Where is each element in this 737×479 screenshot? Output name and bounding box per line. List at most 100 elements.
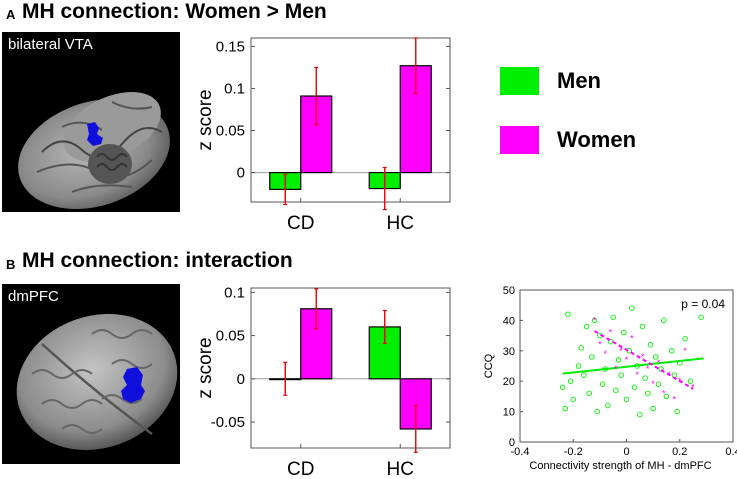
y-tick-label: 30 — [503, 346, 515, 358]
point-men — [613, 387, 619, 394]
fit-line-men — [562, 357, 704, 375]
brain-image-vta: bilateral VTA — [2, 32, 180, 212]
y-axis-label: z score — [195, 337, 216, 398]
point-men — [594, 408, 600, 415]
y-tick-label: 0 — [509, 437, 515, 449]
y-axis-label: z score — [195, 89, 216, 150]
point-men — [674, 408, 680, 415]
y-tick-label: 40 — [503, 315, 515, 327]
legend-label-men: Men — [557, 68, 601, 93]
point-women: * — [691, 382, 695, 392]
point-women: * — [641, 352, 645, 362]
bar-chart-a: 0 0.05 0.1 0.15 z score CD HC — [195, 37, 451, 234]
y-tick-label: 20 — [503, 376, 515, 388]
point-men — [581, 372, 587, 378]
x-tick-label: 0 — [623, 446, 629, 458]
point-men — [565, 311, 571, 318]
brain-dorsal-illustration — [16, 313, 178, 451]
point-women: * — [683, 346, 687, 356]
panel-b-title: MH connection: interaction — [22, 249, 293, 272]
point-men — [562, 405, 569, 412]
point-men — [645, 390, 651, 397]
roi-vta-mark — [87, 122, 103, 146]
point-men — [623, 396, 630, 403]
fit-line-women — [594, 330, 694, 390]
point-men — [639, 323, 646, 330]
legend-item-women: Women — [500, 126, 636, 154]
point-men — [578, 345, 584, 351]
point-men — [653, 354, 659, 360]
brain-image-dmpfc: dmPFC — [2, 284, 180, 464]
p-value-annotation: p = 0.04 — [681, 297, 725, 311]
point-men — [687, 378, 694, 384]
point-men — [669, 348, 675, 354]
point-men — [631, 384, 638, 391]
legend-swatch-women — [500, 126, 539, 154]
point-men — [661, 317, 667, 324]
x-tick-label: 0.4 — [725, 446, 737, 458]
point-men — [682, 335, 688, 342]
y-tick-label: 0.05 — [216, 328, 245, 345]
point-men — [567, 378, 574, 384]
point-women: * — [662, 388, 666, 398]
bar-chart-b: -0.05 0 0.05 0.1 z score CD HC — [195, 284, 451, 479]
point-women: * — [598, 340, 602, 350]
point-men — [698, 314, 704, 321]
point-women: * — [619, 346, 623, 356]
point-men — [629, 305, 635, 311]
point-women: * — [635, 370, 639, 380]
point-women: * — [603, 349, 607, 359]
brain-label-vta: bilateral VTA — [8, 36, 93, 53]
x-tick-label: CD — [287, 213, 314, 234]
point-men — [599, 381, 606, 387]
point-men — [583, 323, 590, 330]
point-men — [591, 317, 598, 324]
point-men — [605, 402, 611, 409]
x-tick-label: -0.2 — [564, 446, 583, 458]
point-women: * — [614, 364, 618, 374]
point-men — [647, 341, 654, 348]
point-women: * — [609, 328, 613, 338]
point-men — [589, 354, 595, 360]
point-men — [575, 363, 582, 369]
legend-label-women: Women — [557, 127, 637, 152]
point-men — [610, 314, 616, 321]
x-tick-label: 0.2 — [672, 446, 687, 458]
x-tick-label: HC — [387, 459, 414, 479]
point-men — [658, 366, 664, 372]
y-tick-label: 0.1 — [224, 284, 245, 301]
brain-axial-illustration — [18, 92, 170, 210]
point-men — [655, 381, 662, 387]
point-men — [615, 357, 622, 363]
legend-swatch-men — [500, 67, 539, 95]
y-tick-label: 0.1 — [224, 80, 245, 97]
point-women: * — [646, 364, 650, 374]
point-men — [621, 329, 627, 336]
panel-a-title: MH connection: Women > Men — [22, 0, 327, 23]
x-tick-label: CD — [287, 459, 314, 479]
point-men — [642, 375, 648, 381]
panel-b-letter: B — [6, 257, 16, 272]
y-tick-label: 0 — [237, 165, 245, 182]
point-women: * — [651, 379, 655, 389]
roi-dmpfc-mark — [121, 367, 145, 403]
y-tick-label: 0.15 — [216, 38, 245, 55]
y-axis-label: CCQ — [483, 353, 495, 378]
x-tick-label: -0.4 — [511, 446, 530, 458]
y-tick-label: 0.05 — [216, 123, 245, 140]
y-tick-label: 0 — [237, 371, 245, 388]
point-men — [663, 393, 670, 400]
point-men — [570, 396, 576, 403]
y-tick-label: -0.05 — [211, 414, 245, 431]
panel-a-letter: A — [6, 7, 16, 22]
x-tick-label: HC — [387, 213, 414, 234]
point-women: * — [625, 355, 629, 365]
point-women: * — [593, 315, 597, 325]
y-tick-label: 10 — [503, 407, 515, 419]
point-men — [637, 411, 643, 418]
point-men — [559, 384, 566, 391]
point-women: * — [630, 334, 634, 344]
point-women: * — [673, 394, 677, 404]
point-men — [650, 405, 656, 412]
point-men — [586, 390, 592, 397]
